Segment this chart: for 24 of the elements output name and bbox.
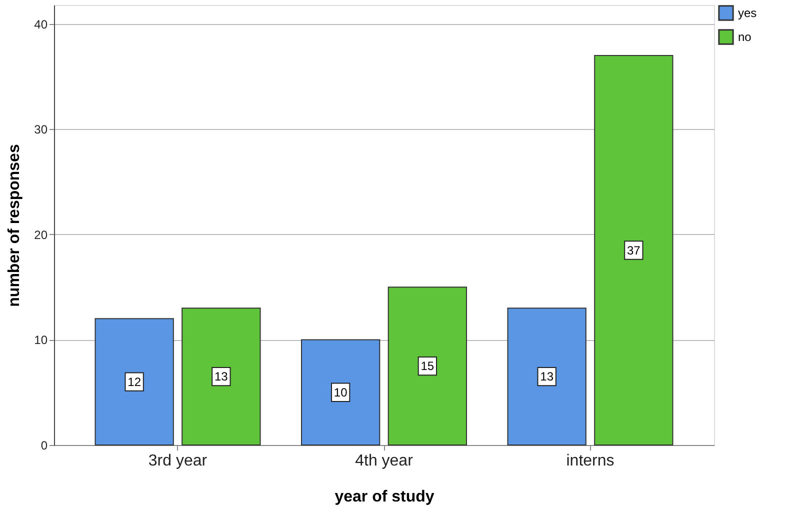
y-tick-label: 10 — [34, 333, 48, 348]
bar — [301, 339, 380, 446]
y-axis-title: number of responses — [6, 144, 24, 307]
bar — [182, 308, 261, 446]
y-tick-label: 40 — [34, 17, 48, 32]
bar — [507, 308, 586, 446]
legend-label: no — [738, 30, 752, 44]
x-tick-label: 3rd year — [148, 452, 208, 470]
bar — [388, 286, 467, 446]
data-label: 13 — [540, 370, 554, 384]
data-label: 12 — [128, 374, 142, 389]
x-axis-title: year of study — [334, 488, 434, 506]
data-label: 37 — [626, 243, 641, 258]
data-label: 13 — [214, 370, 228, 384]
bar — [94, 318, 174, 446]
data-label: 15 — [420, 359, 434, 374]
y-tick-label: 0 — [40, 438, 48, 452]
legend-label: yes — [738, 6, 757, 20]
data-label: 10 — [334, 385, 348, 400]
bar — [594, 55, 674, 446]
y-tick-label: 30 — [34, 122, 48, 137]
x-tick-label: interns — [566, 452, 614, 470]
x-tick-label: 4th year — [355, 452, 414, 470]
y-tick-label: 20 — [34, 228, 48, 242]
